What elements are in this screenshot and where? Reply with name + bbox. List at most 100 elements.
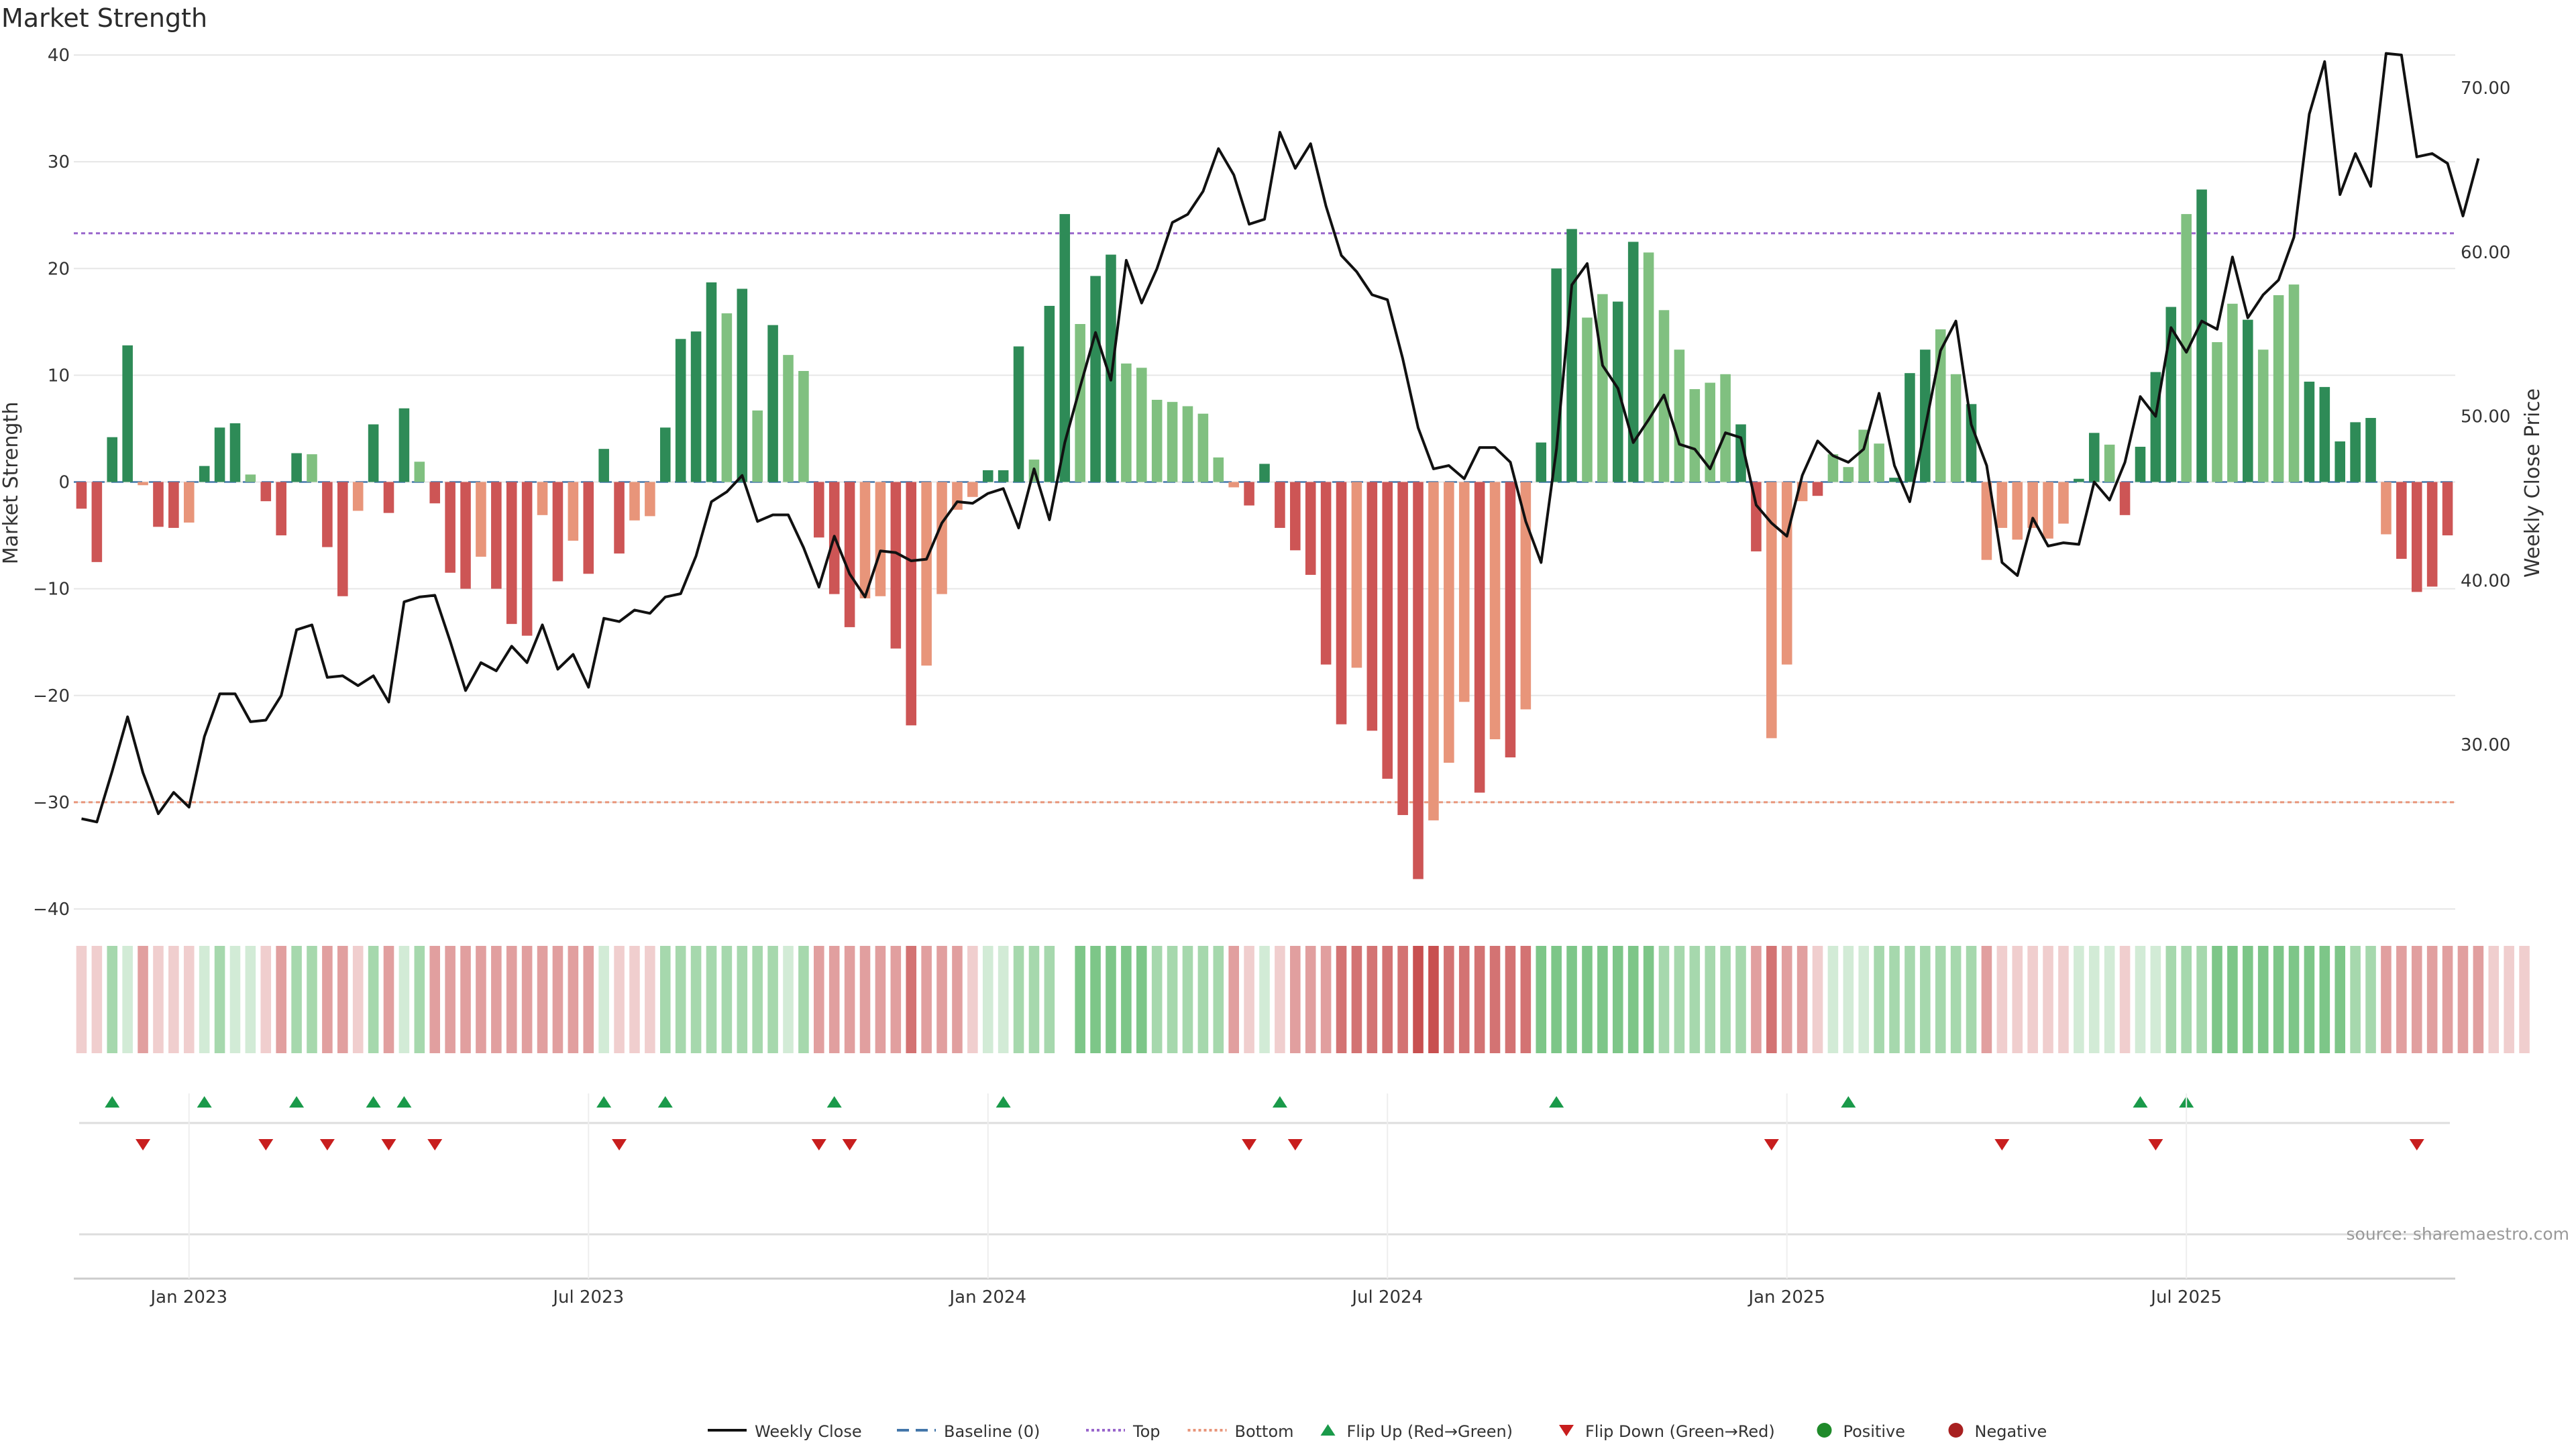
heat-cell [1167, 946, 1178, 1053]
strength-bar [1413, 482, 1424, 879]
strength-bar [1781, 482, 1792, 665]
y-tick-label-right: 40.00 [2461, 571, 2510, 591]
heat-cell [1505, 946, 1516, 1053]
heat-cell [307, 946, 317, 1053]
heat-cell [1874, 946, 1884, 1053]
heat-cell [414, 946, 425, 1053]
strength-bar [1996, 482, 2008, 528]
heat-cell [2227, 946, 2238, 1053]
heat-cell [445, 946, 455, 1053]
heat-cell [183, 946, 195, 1053]
heat-cell [1551, 946, 1562, 1053]
heat-cell [322, 946, 333, 1053]
strength-bar [1489, 482, 1501, 739]
strength-bar [1444, 482, 1454, 763]
strength-bar [1520, 482, 1532, 710]
heat-cell [2135, 946, 2146, 1053]
heat-cell [2288, 946, 2300, 1053]
heat-cell [1843, 946, 1854, 1053]
heat-cell [1151, 946, 1163, 1053]
heat-cell [2504, 946, 2514, 1053]
y-axis-right-label: Weekly Close Price [2521, 388, 2544, 578]
heat-cell [1966, 946, 1977, 1053]
heat-cell [1950, 946, 1962, 1053]
flip-up-marker [826, 1096, 842, 1108]
heat-cell [752, 946, 763, 1053]
heat-cell [1382, 946, 1393, 1053]
legend-swatch [1948, 1423, 1964, 1438]
heat-cell [76, 946, 87, 1053]
strength-bar [1536, 442, 1547, 482]
legend-item: Bottom [1187, 1422, 1294, 1441]
strength-bar [1259, 464, 1270, 482]
strength-bar [1275, 482, 1285, 528]
flip-down-marker [1287, 1139, 1303, 1150]
strength-bar [2304, 381, 2315, 482]
flip-down-marker [1242, 1139, 1257, 1150]
heat-cell [1275, 946, 1285, 1053]
heat-cell [1674, 946, 1685, 1053]
strength-bar [1505, 482, 1516, 758]
strength-bar [583, 482, 594, 574]
heat-cell [337, 946, 348, 1053]
heat-cell [1305, 946, 1316, 1053]
heat-cell [967, 946, 978, 1053]
strength-bar [1013, 346, 1024, 482]
heat-cell [982, 946, 994, 1053]
heat-cell [1582, 946, 1593, 1053]
heat-cell [1536, 946, 1547, 1053]
strength-bar [598, 449, 609, 482]
heat-cell [1720, 946, 1731, 1053]
heat-cell [1812, 946, 1823, 1053]
strength-bar [1643, 252, 1654, 482]
heat-cell [1366, 946, 1378, 1053]
heat-cell [2411, 946, 2422, 1053]
x-tick-label: Jul 2023 [551, 1287, 624, 1307]
strength-bar [521, 482, 533, 636]
heat-cell [107, 946, 118, 1053]
flip-up-marker [1549, 1096, 1564, 1108]
heat-cell [859, 946, 871, 1053]
heat-cell [1197, 946, 1209, 1053]
strength-bar [2319, 386, 2330, 482]
legend-label: Flip Up (Red→Green) [1347, 1422, 1513, 1441]
strength-bar [1889, 478, 1900, 482]
heat-cell [2088, 946, 2100, 1053]
strength-bar [2196, 189, 2207, 482]
strength-bar [76, 482, 87, 509]
heat-cell [2334, 946, 2346, 1053]
heat-cell [890, 946, 902, 1053]
heat-cell [783, 946, 794, 1053]
y-tick-label-right: 50.00 [2461, 407, 2510, 427]
strength-bar [1228, 482, 1239, 488]
y-tick-label-left: 20 [48, 259, 70, 279]
strength-bar [1689, 389, 1701, 482]
strength-bar [1290, 482, 1301, 551]
strength-bar [1044, 305, 1055, 482]
heat-cell [1566, 946, 1577, 1053]
strength-bar [752, 410, 763, 482]
heat-cell [1320, 946, 1332, 1053]
heat-cell [1781, 946, 1792, 1053]
flip-up-marker [1841, 1096, 1856, 1108]
heat-cell [2396, 946, 2407, 1053]
heat-cell [659, 946, 671, 1053]
strength-bar [2165, 307, 2177, 482]
heat-cell [1244, 946, 1254, 1053]
heat-cell [2381, 946, 2392, 1053]
strength-bar [1920, 350, 1931, 482]
strength-bar [1627, 241, 1639, 482]
legend-label: Bottom [1235, 1422, 1294, 1441]
strength-bar [1136, 368, 1147, 482]
strength-bar [476, 482, 486, 557]
heat-cell [690, 946, 702, 1053]
heat-cell [229, 946, 241, 1053]
legend-item: Weekly Close [708, 1422, 862, 1441]
heat-cell [491, 946, 502, 1053]
strength-bar [2135, 446, 2146, 482]
heat-cell [1597, 946, 1608, 1053]
strength-bar [2012, 482, 2023, 540]
strength-bar [1428, 482, 1439, 820]
strength-bar [906, 482, 917, 726]
heat-cell [721, 946, 733, 1053]
